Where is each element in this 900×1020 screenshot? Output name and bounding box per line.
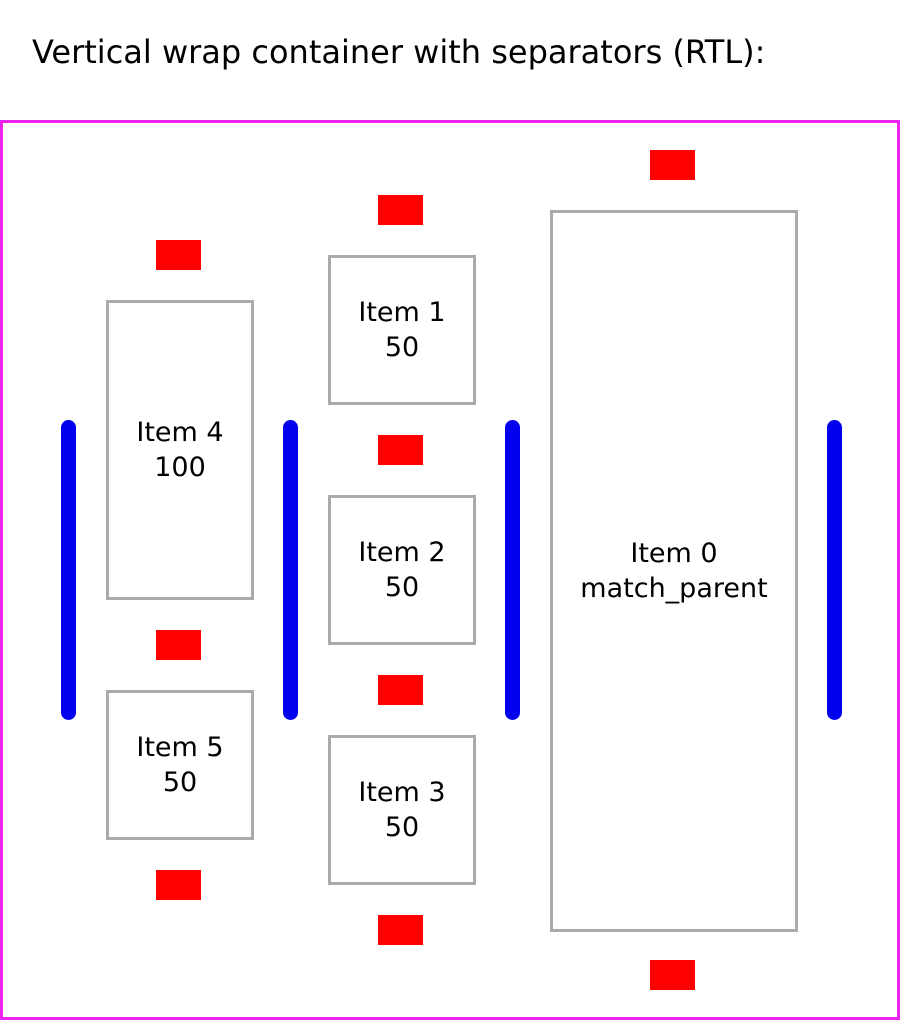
item-separator	[156, 870, 201, 900]
item-separator	[378, 915, 423, 945]
line-separator	[505, 420, 520, 720]
line-separator	[283, 420, 298, 720]
item-label: Item 2	[358, 537, 446, 568]
item-label: Item 1	[358, 297, 446, 328]
item-0: Item 0 match_parent	[550, 210, 798, 932]
line-separator	[827, 420, 842, 720]
item-size: 50	[384, 332, 420, 363]
item-separator	[378, 675, 423, 705]
item-4: Item 4 100	[106, 300, 254, 600]
item-separator	[156, 630, 201, 660]
item-size: 100	[154, 452, 206, 483]
item-separator	[650, 960, 695, 990]
item-label: Item 4	[136, 417, 224, 448]
item-label: Item 3	[358, 777, 446, 808]
item-size: match_parent	[580, 573, 768, 604]
item-label: Item 5	[136, 732, 224, 763]
item-label: Item 0	[630, 538, 718, 569]
item-size: 50	[384, 812, 420, 843]
item-1: Item 1 50	[328, 255, 476, 405]
item-2: Item 2 50	[328, 495, 476, 645]
item-separator	[378, 195, 423, 225]
item-5: Item 5 50	[106, 690, 254, 840]
item-separator	[378, 435, 423, 465]
item-size: 50	[384, 572, 420, 603]
item-3: Item 3 50	[328, 735, 476, 885]
page-title: Vertical wrap container with separators …	[32, 33, 766, 71]
wrap-container: Item 0 match_parent Item 1 50 Item 2 50 …	[0, 120, 900, 1020]
item-size: 50	[162, 767, 198, 798]
item-separator	[156, 240, 201, 270]
line-separator	[61, 420, 76, 720]
item-separator	[650, 150, 695, 180]
